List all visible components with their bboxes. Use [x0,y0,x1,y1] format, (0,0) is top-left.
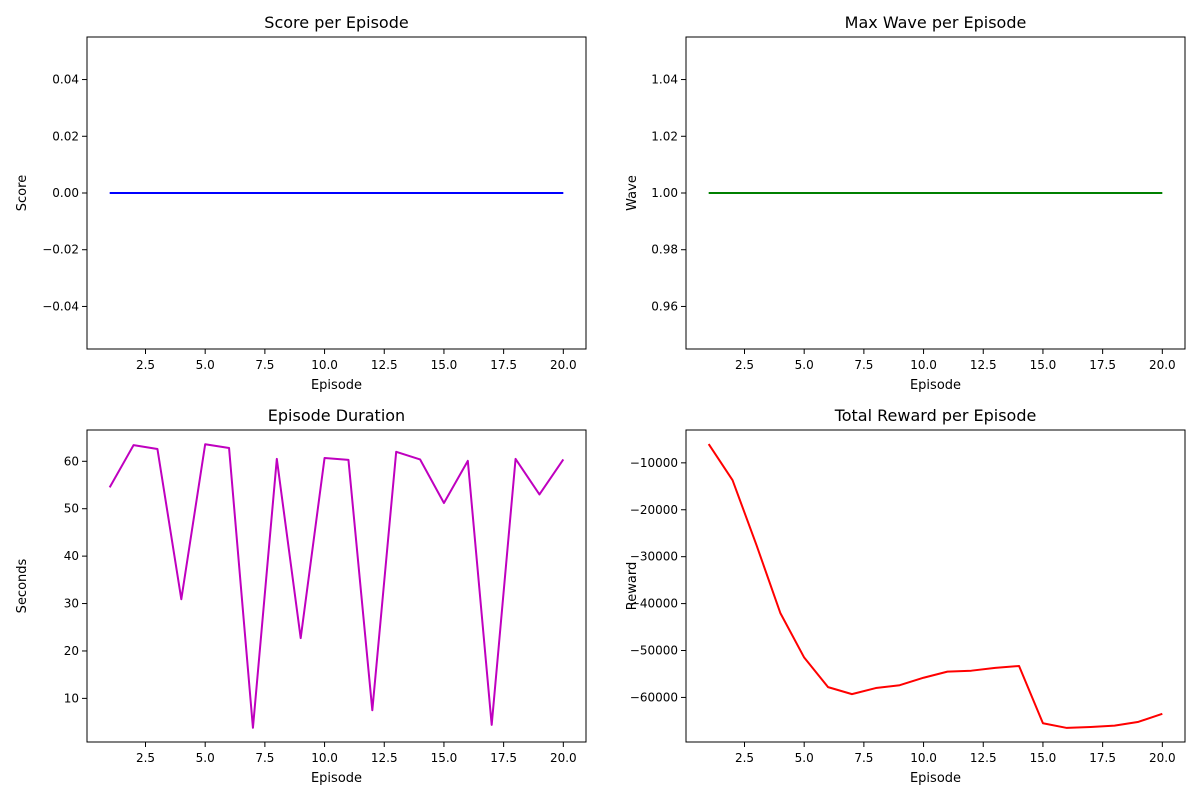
y-tick-label: 1.00 [651,186,678,200]
y-tick-label: 0.96 [651,299,678,313]
x-axis-label: Episode [311,378,362,393]
x-axis-label: Episode [311,771,362,786]
x-tick-label: 5.0 [795,751,814,765]
x-tick-label: 10.0 [311,751,338,765]
series-line-1 [108,443,565,729]
x-tick-label: 7.5 [255,751,274,765]
y-tick-label: −10000 [630,456,678,470]
y-tick-label: 60 [64,454,79,468]
y-tick-label: −50000 [630,644,678,658]
x-tick-label: 12.5 [371,751,398,765]
x-tick-label: 10.0 [910,751,937,765]
subplot-1: 2.5 5.0 7.5 10.0 12.5 15.0 17.5 20.0 −0.04 −0.02 0… [15,13,587,393]
y-tick-label: 1.04 [651,73,678,87]
chart-title: Score per Episode [264,13,408,32]
x-tick-label: 10.0 [311,358,338,372]
x-tick-label: 20.0 [550,751,577,765]
x-tick-label: 15.0 [1030,751,1057,765]
x-tick-label: 12.5 [970,358,997,372]
chart-title: Total Reward per Episode [834,406,1037,425]
y-tick-label: −0.04 [42,299,79,313]
y-tick-label: 0.02 [52,129,79,143]
y-tick-label: 20 [64,644,79,658]
x-tick-label: 15.0 [431,358,458,372]
chart-title: Max Wave per Episode [845,13,1027,32]
subplot-4: 2.5 5.0 7.5 10.0 12.5 15.0 17.5 20.0 −60000 −5000… [625,406,1186,786]
x-tick-label: 5.0 [196,358,215,372]
y-tick-label: −0.02 [42,243,79,257]
y-tick-label: −60000 [630,690,678,704]
y-tick-label: 50 [64,502,79,516]
x-tick-label: 2.5 [735,358,754,372]
y-tick-label: −40000 [630,597,678,611]
x-axis-label: Episode [910,378,961,393]
y-tick-label: 0.04 [52,73,79,87]
x-tick-label: 17.5 [1089,751,1116,765]
x-tick-label: 20.0 [550,358,577,372]
y-tick-label: 10 [64,691,79,705]
x-tick-label: 7.5 [255,358,274,372]
y-axis-label: Score [15,175,30,211]
x-tick-label: 17.5 [490,751,517,765]
y-tick-label: 40 [64,549,79,563]
y-tick-label: −20000 [630,503,678,517]
x-tick-label: 12.5 [970,751,997,765]
x-tick-label: 12.5 [371,358,398,372]
y-axis-label: Seconds [15,558,30,613]
x-tick-label: 2.5 [136,358,155,372]
axes-frame [86,429,587,743]
x-tick-label: 17.5 [490,358,517,372]
x-tick-label: 20.0 [1149,358,1176,372]
subplot-3: 2.5 5.0 7.5 10.0 12.5 15.0 17.5 20.0 10 20 30 40 50 6… [15,406,587,786]
subplot-2: 2.5 5.0 7.5 10.0 12.5 15.0 17.5 20.0 0.96 0.98 1.0… [625,13,1186,393]
x-tick-label: 7.5 [854,751,873,765]
y-axis-label: Wave [625,175,640,211]
axes-frame [685,429,1186,743]
chart-title: Episode Duration [268,406,405,425]
x-tick-label: 20.0 [1149,751,1176,765]
x-tick-label: 15.0 [1030,358,1057,372]
x-tick-label: 10.0 [910,358,937,372]
y-tick-label: 30 [64,597,79,611]
y-axis-label: Reward [625,562,640,610]
x-tick-label: 5.0 [196,751,215,765]
y-tick-label: 1.02 [651,129,678,143]
y-tick-label: −30000 [630,550,678,564]
x-tick-label: 2.5 [136,751,155,765]
x-tick-label: 17.5 [1089,358,1116,372]
series-line-1 [707,443,1163,729]
x-tick-label: 5.0 [795,358,814,372]
x-tick-label: 15.0 [431,751,458,765]
x-axis-label: Episode [910,771,961,786]
x-tick-label: 2.5 [735,751,754,765]
x-tick-label: 7.5 [854,358,873,372]
y-tick-label: 0.98 [651,243,678,257]
y-tick-label: 0.00 [52,186,79,200]
